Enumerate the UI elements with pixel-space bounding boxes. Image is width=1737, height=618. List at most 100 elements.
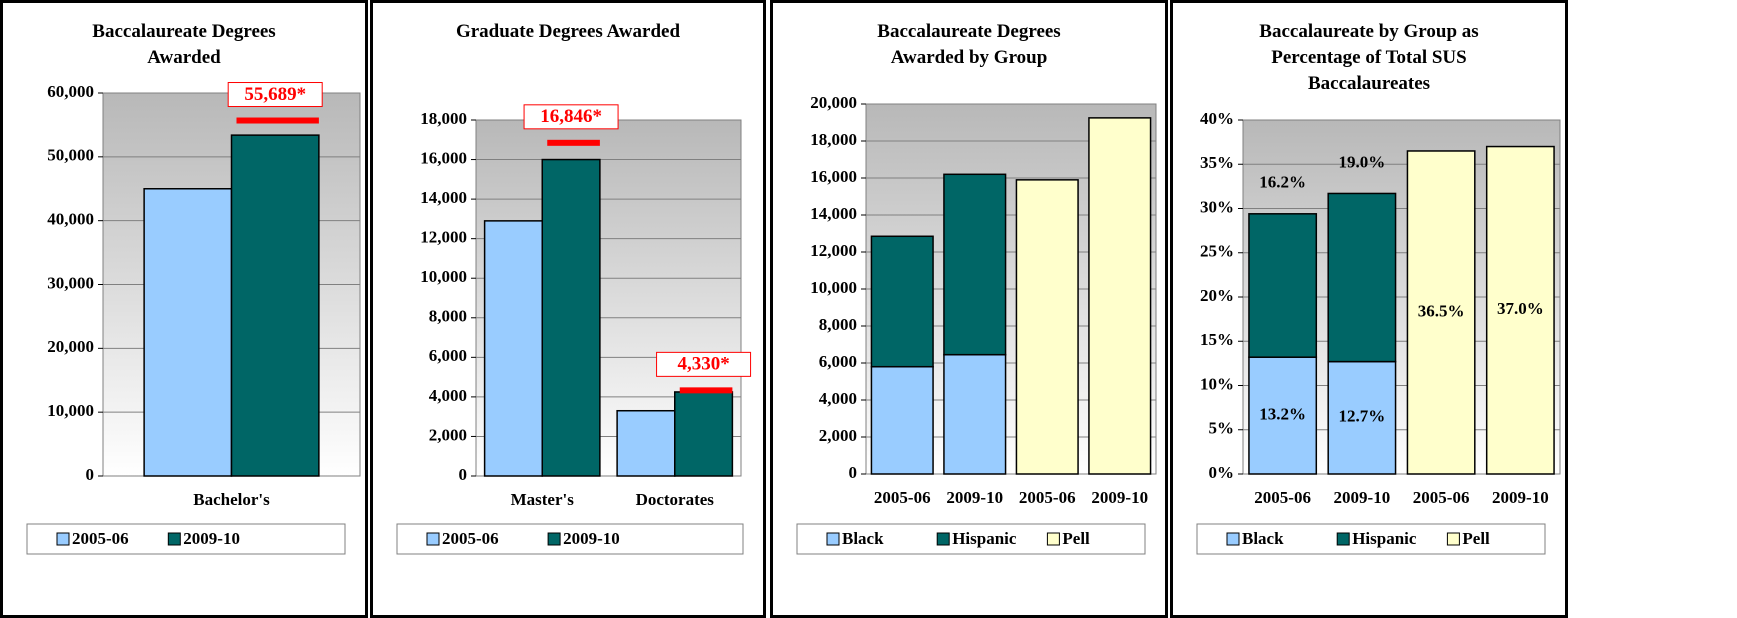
y-tick-label: 4,000 bbox=[429, 386, 467, 405]
target-label-box bbox=[523, 104, 619, 130]
y-tick-label: 50,000 bbox=[47, 146, 94, 165]
y-tick-label: 8,000 bbox=[819, 315, 857, 334]
bar bbox=[674, 391, 734, 477]
y-tick-label: 6,000 bbox=[819, 352, 857, 371]
legend-box bbox=[796, 523, 1146, 555]
y-tick-label: 40% bbox=[1200, 109, 1234, 128]
y-tick-label: 15% bbox=[1200, 330, 1234, 349]
bar-segment bbox=[1088, 117, 1152, 475]
data-label: 37.0% bbox=[1497, 299, 1544, 318]
y-tick-label: 30% bbox=[1200, 197, 1234, 216]
legend-swatch bbox=[936, 532, 950, 546]
legend-box bbox=[1196, 523, 1546, 555]
y-tick-label: 18,000 bbox=[420, 109, 467, 128]
legend-swatch bbox=[1446, 532, 1460, 546]
y-tick-label: 20% bbox=[1200, 286, 1234, 305]
chart-panel: 0 10,000 20,000 30,000 40,000 50,000 60,000 Bac… bbox=[0, 0, 368, 618]
y-tick-label: 14,000 bbox=[420, 188, 467, 207]
bar-segment bbox=[1248, 213, 1318, 358]
bar bbox=[143, 188, 233, 477]
bar bbox=[483, 220, 544, 477]
x-tick-label: Doctorates bbox=[636, 490, 715, 509]
x-tick-label: 2009-10 bbox=[1091, 488, 1148, 507]
legend-label: Hispanic bbox=[1352, 529, 1417, 548]
x-tick-label: 2009-10 bbox=[1492, 488, 1549, 507]
legend-box bbox=[396, 523, 744, 555]
legend-label: 2005-06 bbox=[72, 529, 129, 548]
bar-segment bbox=[1485, 145, 1555, 475]
data-label: 13.2% bbox=[1259, 404, 1306, 423]
bar-segment bbox=[1327, 360, 1397, 475]
legend-label: 2005-06 bbox=[442, 529, 499, 548]
y-tick-label: 30,000 bbox=[47, 273, 94, 292]
y-tick-label: 2,000 bbox=[819, 426, 857, 445]
bar-segment bbox=[943, 173, 1007, 356]
y-tick-label: 0 bbox=[459, 465, 468, 484]
legend-swatch bbox=[56, 532, 70, 546]
y-tick-label: 10,000 bbox=[810, 278, 857, 297]
bar-segment bbox=[870, 235, 934, 368]
chart: 0 10,000 20,000 30,000 40,000 50,000 60,000 Bac… bbox=[26, 82, 361, 555]
y-tick-label: 60,000 bbox=[47, 82, 94, 101]
legend-swatch bbox=[1226, 532, 1240, 546]
data-label: 36.5% bbox=[1418, 301, 1465, 320]
y-tick-label: 0 bbox=[86, 465, 95, 484]
x-tick-label: 2005-06 bbox=[1254, 488, 1311, 507]
legend-label: Black bbox=[1242, 529, 1284, 548]
y-tick-label: 6,000 bbox=[429, 346, 467, 365]
x-tick-label: Master's bbox=[511, 490, 575, 509]
y-tick-label: 5% bbox=[1209, 419, 1235, 438]
x-tick-label: 2009-10 bbox=[1334, 488, 1391, 507]
legend-swatch bbox=[426, 532, 440, 546]
target-label-box bbox=[227, 82, 323, 108]
bar-segment bbox=[943, 353, 1007, 475]
y-tick-label: 0% bbox=[1209, 463, 1235, 482]
target-line bbox=[679, 387, 733, 394]
y-tick-label: 0 bbox=[849, 463, 858, 482]
target-label: 55,689* bbox=[244, 84, 306, 105]
x-tick-label: 2005-06 bbox=[1019, 488, 1076, 507]
y-tick-label: 4,000 bbox=[819, 389, 857, 408]
legend-swatch bbox=[826, 532, 840, 546]
chart-title: Graduate Degrees Awarded bbox=[455, 21, 681, 42]
x-tick-label: 2005-06 bbox=[1413, 488, 1470, 507]
legend-label: 2009-10 bbox=[183, 529, 240, 548]
y-tick-label: 14,000 bbox=[810, 204, 857, 223]
legend-swatch bbox=[1336, 532, 1350, 546]
data-label: 19.0% bbox=[1339, 152, 1386, 171]
legend-swatch bbox=[167, 532, 181, 546]
bar-segment bbox=[870, 365, 934, 475]
y-tick-label: 16,000 bbox=[420, 148, 467, 167]
chart: 0 2,000 4,000 6,000 8,000 10,000 12,000 14,000 1… bbox=[396, 104, 752, 555]
y-tick-label: 25% bbox=[1200, 242, 1234, 261]
legend-swatch bbox=[547, 532, 561, 546]
y-tick-label: 35% bbox=[1200, 153, 1234, 172]
data-label: 12.7% bbox=[1339, 407, 1386, 426]
bar bbox=[616, 409, 676, 477]
x-tick-label: 2009-10 bbox=[946, 488, 1003, 507]
bar-segment bbox=[1406, 150, 1476, 475]
target-label: 4,330* bbox=[677, 354, 729, 375]
data-label: 16.2% bbox=[1259, 173, 1306, 192]
bar bbox=[541, 158, 601, 477]
bar bbox=[230, 134, 320, 477]
bar-segment bbox=[1248, 356, 1318, 475]
y-tick-label: 20,000 bbox=[47, 337, 94, 356]
target-label-box bbox=[656, 351, 752, 377]
legend-swatch bbox=[1046, 532, 1060, 546]
y-tick-label: 20,000 bbox=[810, 93, 857, 112]
bar-segment bbox=[1327, 192, 1397, 363]
chart-panel: 0 2,000 4,000 6,000 8,000 10,000 12,000 14,000 1… bbox=[770, 0, 1168, 618]
legend-label: Hispanic bbox=[952, 529, 1017, 548]
chart-title: Baccalaureate Degrees Awarded bbox=[92, 21, 276, 68]
legend-label: Black bbox=[842, 529, 884, 548]
chart: 0 2,000 4,000 6,000 8,000 10,000 12,000 14,000 1… bbox=[796, 93, 1157, 555]
legend-box bbox=[26, 523, 346, 555]
legend-label: Pell bbox=[1462, 529, 1490, 548]
chart: 0% 5% 10% 15% 20% 25% 30% 35% 40% 2005-06 2009-10 2… bbox=[1196, 109, 1561, 555]
chart-title: Baccalaureate Degrees Awarded by Group bbox=[877, 21, 1061, 68]
target-label: 16,846* bbox=[540, 106, 602, 127]
y-tick-label: 10% bbox=[1200, 374, 1234, 393]
y-tick-label: 16,000 bbox=[810, 167, 857, 186]
